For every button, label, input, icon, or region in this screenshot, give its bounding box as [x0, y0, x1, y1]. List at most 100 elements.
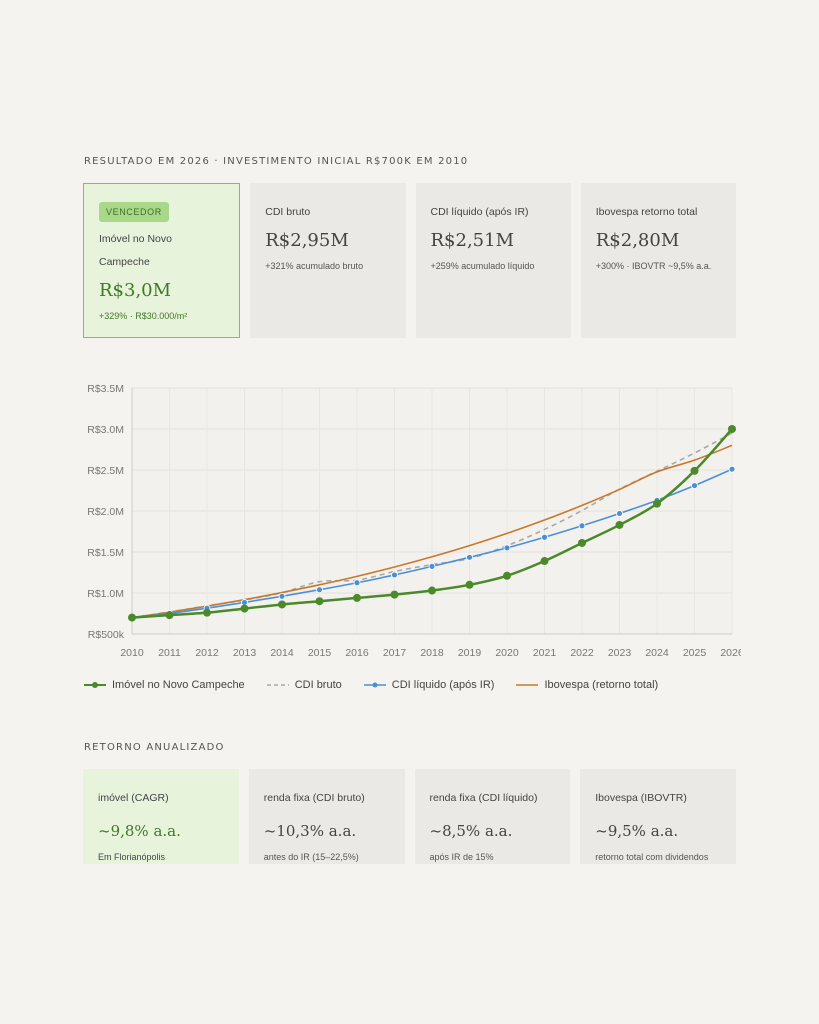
- card-label: Imóvel no Novo Campeche: [99, 233, 172, 268]
- legend-label: CDI bruto: [294, 679, 342, 691]
- legend-swatch-imovel: [84, 682, 106, 688]
- card-value: ~9,8% a.a.: [98, 822, 181, 840]
- cdi-liquido-card: CDI líquido (após IR) R$2,51M +259% acum…: [415, 183, 571, 338]
- series-point-2: [241, 599, 248, 606]
- legend-label: Ibovespa (retorno total): [544, 679, 659, 691]
- legend-item-cdi-liquido[interactable]: CDI líquido (após IR): [363, 679, 495, 691]
- card-value: R$2,51M: [430, 230, 515, 251]
- winner-card: VENCEDOR Imóvel no Novo Campeche R$3,0M …: [83, 183, 241, 338]
- card-value: ~10,3% a.a.: [263, 822, 357, 840]
- x-tick-label: 2011: [158, 647, 181, 659]
- y-tick-label: R$500k: [88, 629, 125, 641]
- card-label: Ibovespa retorno total: [595, 206, 698, 218]
- series-point-2: [728, 465, 736, 473]
- series-point-0: [503, 571, 511, 580]
- legend-item-cdi-bruto[interactable]: CDI bruto: [266, 679, 342, 691]
- series-point-0: [315, 597, 324, 606]
- x-tick-label: 2012: [195, 647, 219, 659]
- x-tick-label: 2013: [233, 647, 257, 659]
- card-label: CDI bruto: [265, 206, 311, 218]
- series-point-2: [503, 544, 511, 552]
- series-point-2: [691, 482, 698, 489]
- card-value: ~9,5% a.a.: [595, 822, 679, 840]
- x-tick-label: 2019: [458, 647, 482, 659]
- series-line-3: [131, 444, 733, 619]
- ibovespa-card: Ibovespa retorno total R$2,80M +300% · I…: [580, 183, 736, 338]
- card-sub: Em Florianópolis: [98, 852, 166, 862]
- x-tick-label: 2010: [120, 647, 144, 659]
- card-sub: antes do IR (15–22,5%): [263, 852, 359, 862]
- x-tick-label: 2017: [383, 647, 407, 659]
- ibovespa-rate-card: Ibovespa (IBOVTR) ~9,5% a.a. retorno tot…: [580, 769, 736, 864]
- series-point-2: [541, 533, 548, 541]
- result-section-title: RESULTADO EM 2026 · INVESTIMENTO INICIAL…: [84, 156, 469, 167]
- x-tick-label: 2014: [270, 647, 294, 659]
- legend-label: Imóvel no Novo Campeche: [112, 679, 245, 691]
- series-point-2: [316, 586, 323, 594]
- result-cards: VENCEDOR Imóvel no Novo Campeche R$3,0M …: [83, 183, 736, 338]
- y-tick-label: R$3.0M: [87, 424, 124, 436]
- card-label: Ibovespa (IBOVTR): [595, 792, 687, 804]
- card-sub: +329% · R$30.000/m²: [99, 311, 188, 321]
- card-sub: após IR de 15%: [429, 852, 494, 862]
- card-value: R$2,80M: [595, 230, 680, 251]
- x-tick-label: 2024: [645, 647, 669, 659]
- legend-label: CDI líquido (após IR): [391, 679, 495, 691]
- x-tick-label: 2025: [683, 647, 707, 659]
- x-tick-label: 2018: [420, 647, 444, 659]
- cdi-bruto-rate-card: renda fixa (CDI bruto) ~10,3% a.a. antes…: [248, 769, 405, 864]
- imovel-cagr-card: imóvel (CAGR) ~9,8% a.a. Em Florianópoli…: [83, 769, 239, 864]
- series-point-0: [540, 557, 549, 566]
- card-value: R$2,95M: [265, 230, 349, 251]
- legend-swatch-cdi-liquido: [363, 682, 386, 688]
- x-tick-label: 2021: [533, 647, 557, 659]
- y-tick-label: R$1.5M: [87, 547, 124, 559]
- card-sub: +259% acumulado líquido: [430, 261, 535, 271]
- series-point-0: [653, 499, 661, 508]
- series-point-0: [390, 590, 399, 599]
- annual-return-cards: imóvel (CAGR) ~9,8% a.a. Em Florianópoli…: [83, 769, 736, 864]
- series-point-0: [203, 608, 211, 617]
- legend-swatch-cdi-bruto: [266, 684, 289, 686]
- card-label: CDI líquido (após IR): [430, 206, 529, 218]
- growth-line-chart: R$500k R$1.0M R$1.5M R$2.0M R$2.5M R$3.0M R$3.…: [87, 383, 741, 659]
- series-point-0: [240, 604, 249, 613]
- x-tick-label: 2020: [495, 647, 519, 659]
- y-tick-label: R$2.5M: [87, 465, 124, 477]
- card-sub: +321% acumulado bruto: [265, 261, 364, 271]
- series-point-0: [278, 600, 286, 609]
- cdi-liquido-rate-card: renda fixa (CDI líquido) ~8,5% a.a. após…: [414, 769, 571, 864]
- series-point-2: [466, 553, 473, 561]
- annual-return-section-title: RETORNO ANUALIZADO: [84, 742, 225, 753]
- x-tick-label: 2015: [308, 647, 332, 659]
- series-point-0: [353, 593, 361, 602]
- series-point-2: [428, 562, 436, 570]
- series-point-2: [616, 510, 623, 517]
- cdi-bruto-card: CDI bruto R$2,95M +321% acumulado bruto: [250, 183, 406, 338]
- legend-item-imovel[interactable]: Imóvel no Novo Campeche: [84, 679, 245, 691]
- series-point-0: [578, 538, 586, 547]
- legend-item-ibovespa[interactable]: Ibovespa (retorno total): [516, 679, 658, 691]
- x-tick-label: 2023: [608, 647, 632, 659]
- series-point-2: [391, 571, 398, 579]
- winner-badge: VENCEDOR: [99, 202, 169, 222]
- series-point-0: [165, 611, 174, 620]
- y-tick-label: R$2.0M: [87, 506, 124, 518]
- series-point-2: [353, 579, 361, 587]
- series-point-2: [278, 592, 286, 600]
- card-label: renda fixa (CDI bruto): [263, 792, 365, 804]
- y-tick-label: R$1.0M: [87, 588, 124, 600]
- card-label: renda fixa (CDI líquido): [429, 792, 538, 804]
- series-point-0: [465, 580, 474, 589]
- card-label: imóvel (CAGR): [98, 792, 169, 804]
- x-tick-label: 2016: [345, 647, 369, 659]
- card-value: R$3,0M: [99, 280, 172, 301]
- x-tick-label: 2026: [720, 647, 741, 659]
- series-point-2: [578, 522, 586, 530]
- card-value: ~8,5% a.a.: [429, 822, 513, 840]
- series-point-0: [690, 466, 699, 475]
- series-point-0: [128, 613, 136, 622]
- chart-legend: Imóvel no Novo Campeche CDI bruto CDI lí…: [84, 679, 658, 691]
- y-tick-label: R$3.5M: [87, 383, 124, 395]
- card-sub: +300% · IBOVTR ~9,5% a.a.: [595, 261, 712, 271]
